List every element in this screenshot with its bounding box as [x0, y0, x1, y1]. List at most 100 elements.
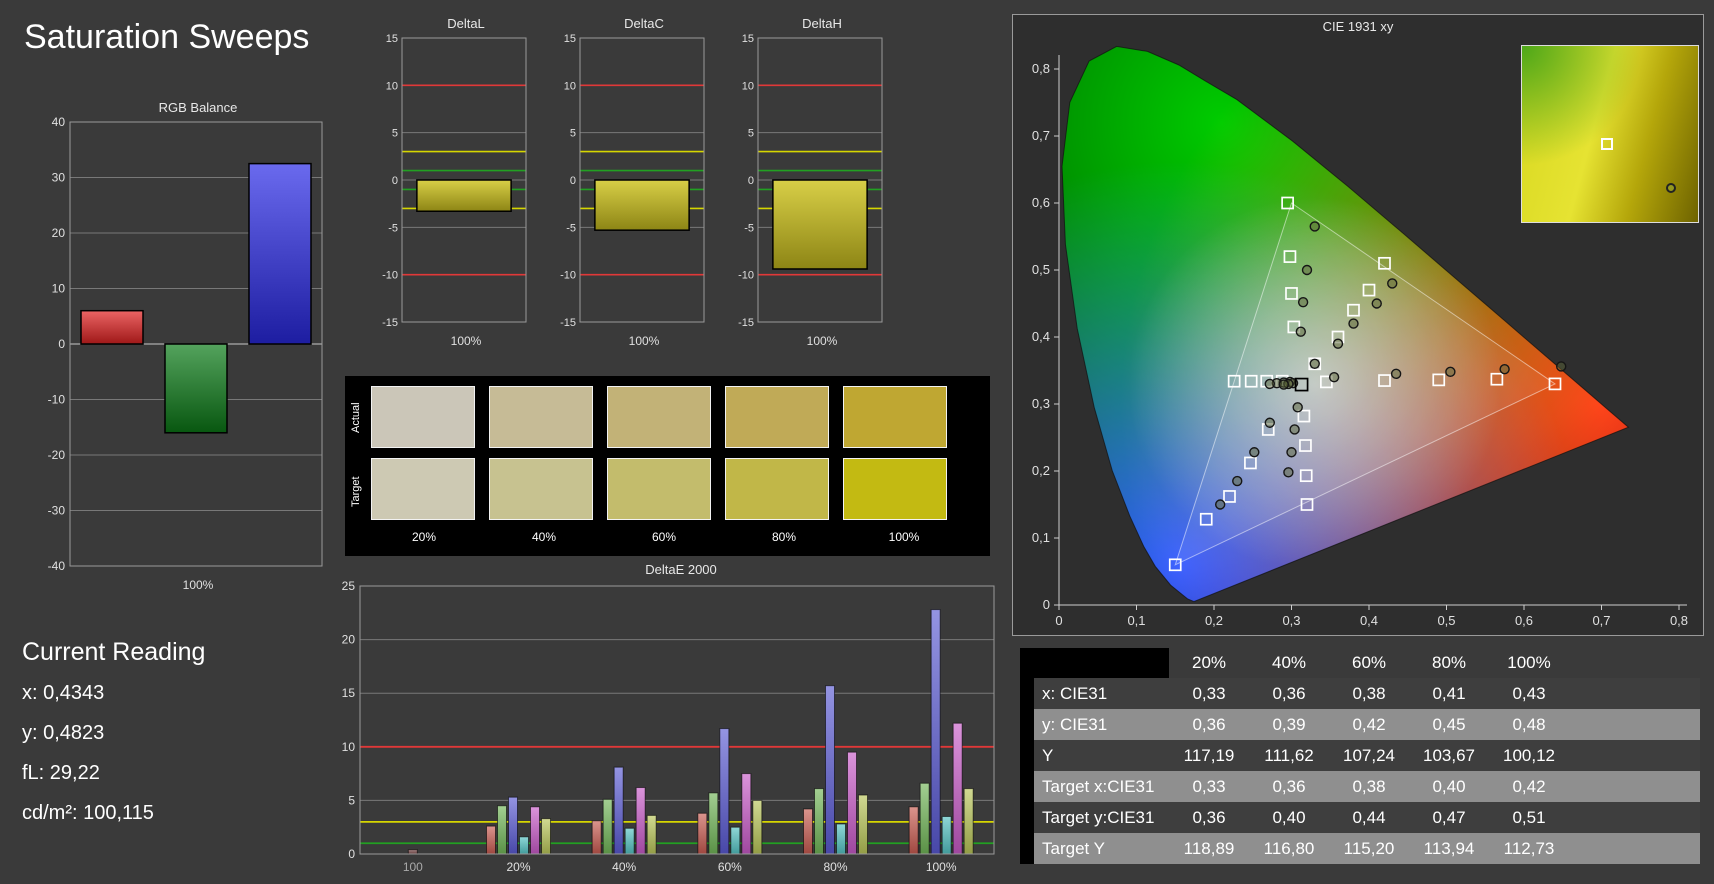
tick-label: 25 — [342, 579, 356, 593]
target-marker-blue — [1223, 490, 1236, 503]
deltae-bar — [963, 788, 974, 855]
tick-label: -10 — [560, 270, 576, 282]
target-marker-yellow — [1362, 283, 1376, 297]
deltaC-title: DeltaC — [624, 16, 664, 31]
deltae-bar — [941, 815, 952, 855]
table-row: Target x:CIE31 0,33 0,36 0,38 0,40 0,42 — [1034, 771, 1700, 802]
color-swatch — [371, 386, 475, 448]
deltaL-title: DeltaL — [447, 16, 485, 31]
target-marker-blue — [1199, 512, 1213, 526]
target-marker-yellow — [1378, 256, 1391, 270]
deltae-bar — [741, 773, 752, 855]
table-header-cell: 20% — [1191, 653, 1227, 672]
table-value-cell: 0,39 — [1272, 714, 1306, 734]
target-marker-red — [1548, 377, 1562, 391]
rgb-balance-plot: -40 -30 -20 -10 0 10 20 30 40 — [48, 115, 323, 573]
table-row: Target y:CIE31 0,36 0,40 0,44 0,47 0,51 — [1034, 802, 1700, 833]
table-row-label: x: CIE31 — [1042, 683, 1108, 703]
table-value-cell: 0,51 — [1512, 807, 1546, 827]
plot-border — [401, 37, 527, 323]
table-header-cell: 100% — [1507, 653, 1551, 672]
table-value-cell: 115,20 — [1343, 838, 1395, 858]
tick-label: 0,5 — [1032, 262, 1050, 277]
color-swatch — [843, 458, 947, 520]
table-value-cell: 0,41 — [1432, 683, 1466, 703]
tick-label: 40 — [52, 116, 66, 129]
table-row-label: Target Y — [1042, 838, 1106, 858]
measurement-marker-magenta — [1286, 447, 1297, 458]
tick-label: 0,7 — [1032, 128, 1050, 143]
table-value-cell: 0,45 — [1432, 714, 1466, 734]
tick-label: -5 — [744, 222, 754, 234]
tick-label: 0 — [1043, 597, 1050, 612]
deltae-bar — [952, 722, 963, 855]
tick-label: -10 — [48, 393, 66, 407]
inset-target-marker — [1601, 137, 1614, 150]
table-row: x: CIE31 0,33 0,36 0,38 0,41 0,43 — [1034, 678, 1700, 709]
measurement-marker-yellow — [1332, 338, 1344, 349]
color-swatch — [489, 458, 593, 520]
table-value-cell: 0,44 — [1352, 807, 1386, 827]
table-value-cell: 0,40 — [1272, 807, 1306, 827]
color-swatch — [607, 386, 711, 448]
swatch-column-label: 60% — [651, 530, 677, 544]
tick-label: -10 — [738, 270, 754, 282]
table-value-cell: 0,36 — [1192, 714, 1226, 734]
deltaL-plot: -15 -10 -5 0 5 10 15 — [382, 33, 527, 329]
deltae-bar — [908, 806, 919, 855]
tick-label: 0,2 — [1032, 463, 1050, 478]
cie1931-chart: CIE 1931 xy 0 0,1 0,2 0,3 0,4 0,5 0,6 0,7 0,8 0 0,… — [1012, 14, 1704, 636]
table-value-cell: 103,67 — [1423, 745, 1475, 765]
rgb-bar-green — [164, 343, 228, 434]
color-swatch-strip: Actual Target 20% 40% 60% 80% 100% — [345, 376, 990, 556]
measurement-marker-yellow — [1387, 278, 1398, 289]
measurement-marker-blue — [1214, 499, 1226, 510]
deltae-bar — [752, 799, 763, 855]
deltaC-plot: -15 -10 -5 0 5 10 15 — [560, 33, 705, 329]
current-reading-line: y: 0,4823 — [22, 722, 105, 744]
tick-label: 10 — [342, 740, 356, 754]
table-corner-cell — [1034, 648, 1169, 678]
measurement-marker-red — [1445, 366, 1456, 378]
plot-border — [359, 585, 995, 855]
table-value-cell: 0,43 — [1512, 683, 1546, 703]
tick-label: 0,3 — [1032, 396, 1050, 411]
measurement-marker-yellow — [1309, 358, 1320, 369]
rgb-balance-title: RGB Balance — [158, 100, 238, 115]
tick-label: -20 — [48, 448, 66, 462]
target-marker-cyan — [1227, 374, 1241, 388]
plot-border — [579, 37, 705, 323]
plot-border — [757, 37, 883, 323]
table-value-cell: 107,24 — [1343, 745, 1395, 765]
table-value-cell: 0,47 — [1432, 807, 1466, 827]
color-swatch — [371, 458, 475, 520]
target-marker-red — [1432, 373, 1446, 387]
target-marker-cyan — [1244, 374, 1258, 388]
table-value-cell: 0,48 — [1512, 714, 1546, 734]
deltae-bar — [858, 794, 868, 855]
deltaL-bar — [416, 179, 512, 212]
tick-label: 10 — [386, 80, 398, 92]
deltae-bar — [602, 798, 613, 855]
table-row: Target Y 118,89 116,80 115,20 113,94 112,73 — [1034, 833, 1700, 864]
color-swatch — [489, 386, 593, 448]
measurement-marker-cyan — [1264, 378, 1275, 390]
tick-label: 0 — [1055, 613, 1062, 628]
color-swatch — [725, 386, 829, 448]
deltae-bar — [624, 827, 635, 855]
white-point-marker — [1294, 377, 1309, 392]
table-row-label: y: CIE31 — [1042, 714, 1108, 734]
measurement-marker-yellow — [1371, 298, 1382, 309]
target-marker-red — [1490, 372, 1504, 386]
tick-label: 0,1 — [1032, 530, 1050, 545]
deltae-bar — [730, 826, 741, 855]
measurement-marker-green — [1297, 296, 1309, 308]
deltae-group-label: 100 — [403, 860, 423, 874]
deltae-bar — [646, 814, 657, 855]
table-value-cell: 112,73 — [1503, 838, 1555, 858]
tick-label: 0,2 — [1205, 613, 1223, 628]
table-value-cell: 117,19 — [1183, 745, 1235, 765]
deltae2000-chart: DeltaE 2000 0 5 10 15 20 25 100 20% 40% 60% 80% 100… — [330, 562, 1002, 883]
target-marker-magenta — [1299, 469, 1313, 483]
deltae-bar — [847, 751, 857, 855]
